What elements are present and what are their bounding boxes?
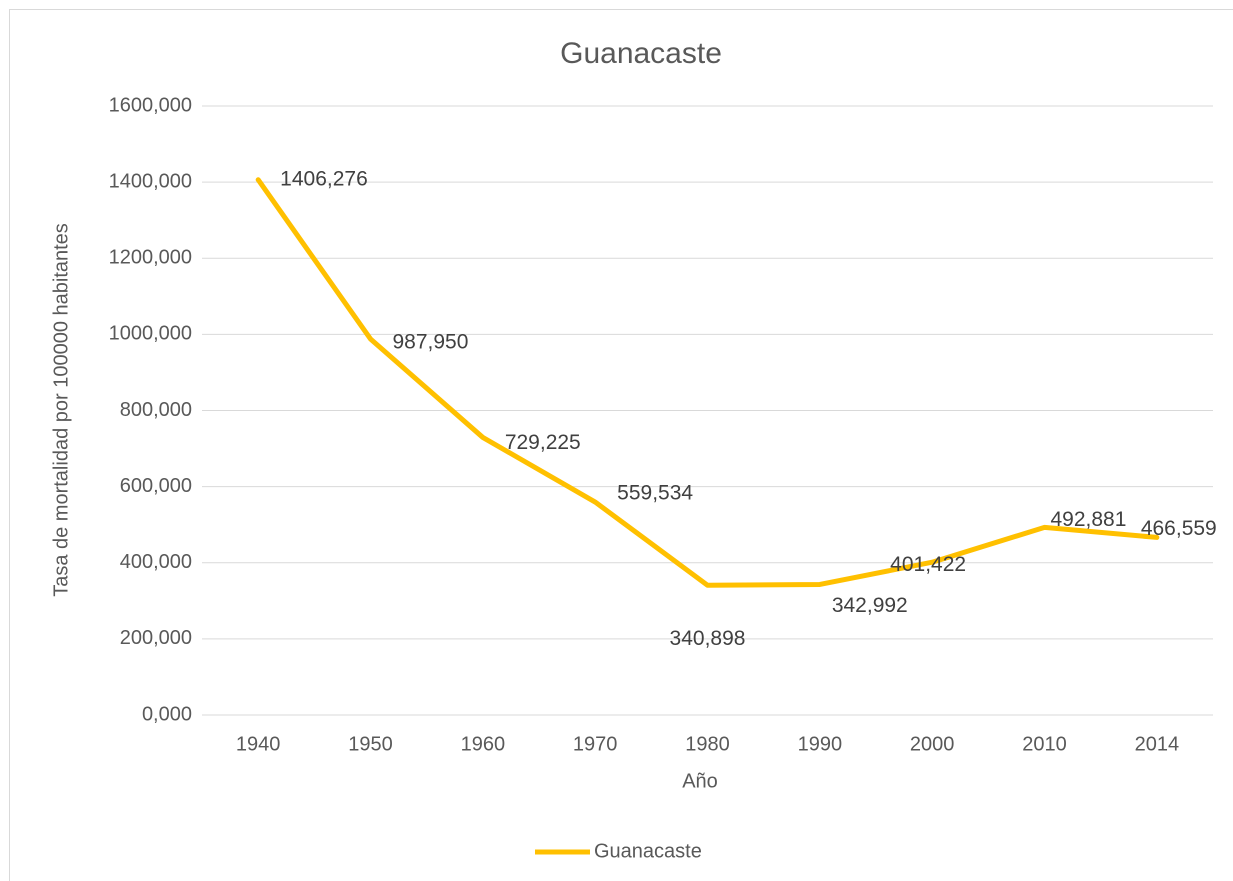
x-tick-label: 2014	[1135, 733, 1180, 755]
x-tick-label: 2000	[910, 733, 955, 755]
y-tick-label: 200,000	[120, 627, 192, 649]
y-tick-label: 1000,000	[109, 323, 192, 345]
data-label: 987,950	[393, 331, 469, 354]
x-tick-label: 1970	[573, 733, 618, 755]
data-label: 401,422	[890, 553, 966, 576]
x-tick-label: 1980	[685, 733, 730, 755]
x-tick-label: 1960	[461, 733, 506, 755]
data-label: 340,898	[670, 627, 746, 650]
y-tick-label: 1400,000	[109, 170, 192, 192]
y-tick-label: 1200,000	[109, 247, 192, 269]
x-tick-label: 1940	[236, 733, 281, 755]
data-label: 492,881	[1051, 508, 1127, 531]
legend-label: Guanacaste	[594, 840, 702, 862]
y-axis-label: Tasa de mortalidad por 100000 habitantes	[50, 223, 72, 597]
data-label: 466,559	[1141, 517, 1217, 540]
y-tick-label: 600,000	[120, 475, 192, 497]
data-label: 729,225	[505, 431, 581, 454]
data-label: 342,992	[832, 594, 908, 617]
y-tick-label: 0,000	[142, 703, 192, 725]
y-tick-label: 400,000	[120, 551, 192, 573]
x-tick-label: 2010	[1022, 733, 1067, 755]
chart-title: Guanacaste	[560, 37, 722, 70]
chart-frame	[9, 9, 1233, 881]
x-tick-label: 1950	[348, 733, 393, 755]
y-tick-label: 800,000	[120, 399, 192, 421]
x-tick-label: 1990	[798, 733, 843, 755]
data-label: 559,534	[617, 482, 693, 505]
data-label: 1406,276	[280, 167, 368, 190]
x-axis-label: Año	[682, 770, 718, 792]
y-tick-label: 1600,000	[109, 94, 192, 116]
series-line	[255, 177, 1160, 588]
